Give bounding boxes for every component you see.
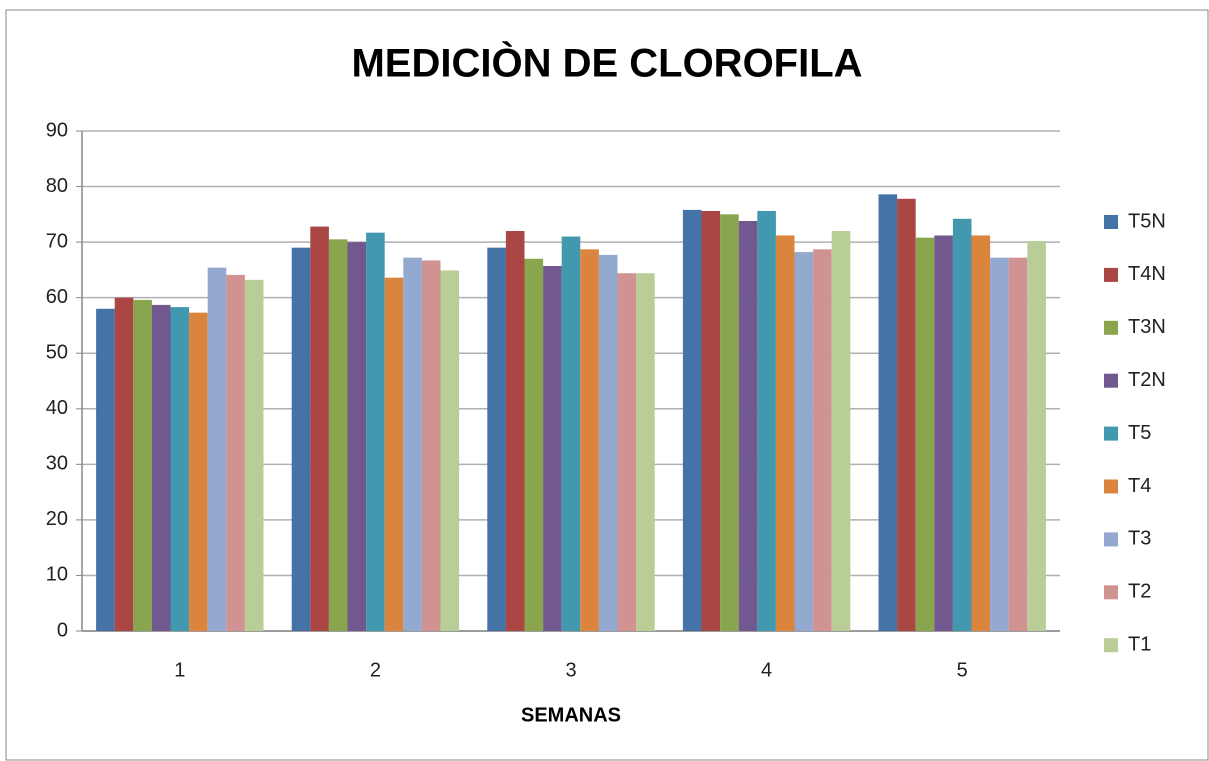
bar — [561, 236, 581, 632]
bar — [291, 247, 311, 631]
bar — [897, 198, 916, 631]
bar — [524, 258, 544, 631]
bar — [720, 214, 739, 632]
legend-swatch — [1104, 320, 1118, 335]
bar — [738, 221, 758, 631]
legend-label: T1 — [1128, 633, 1151, 655]
bar — [421, 260, 441, 631]
bar — [543, 266, 562, 631]
legend-label: T2N — [1128, 369, 1166, 391]
x-tick-label: 5 — [957, 659, 968, 681]
x-axis-label: SEMANAS — [521, 704, 621, 726]
y-tick-label: 90 — [46, 119, 68, 141]
bar — [636, 273, 655, 631]
legend-swatch — [1104, 426, 1118, 441]
legend-swatch — [1104, 267, 1118, 282]
y-tick-label: 60 — [46, 286, 68, 308]
bar — [328, 239, 348, 632]
legend-swatch — [1104, 638, 1118, 653]
legend-label: T3N — [1128, 316, 1166, 338]
bar — [971, 235, 991, 631]
bar — [701, 211, 721, 631]
bar — [813, 249, 832, 632]
y-tick-label: 10 — [46, 564, 68, 586]
bar — [580, 249, 599, 632]
y-tick-label: 20 — [46, 508, 68, 530]
legend-swatch — [1104, 479, 1118, 494]
legend-swatch — [1104, 532, 1118, 547]
y-tick-label: 80 — [46, 175, 68, 197]
bar — [915, 237, 935, 631]
bar — [244, 279, 264, 631]
bar — [775, 235, 795, 631]
bar — [952, 218, 972, 631]
y-tick-label: 50 — [46, 342, 68, 364]
bar — [366, 232, 385, 631]
bar — [617, 273, 637, 631]
legend-swatch — [1104, 373, 1118, 388]
bar — [831, 231, 851, 631]
bar — [384, 277, 404, 631]
bar — [598, 254, 618, 631]
bar — [133, 299, 152, 631]
bar — [189, 312, 208, 631]
bar — [440, 270, 460, 631]
legend-label: T5 — [1128, 422, 1151, 444]
bar — [1008, 257, 1028, 631]
x-tick-label: 4 — [761, 659, 772, 681]
chart-title: MEDICIÒN DE CLOROFILA — [351, 40, 862, 86]
y-tick-label: 40 — [46, 397, 68, 419]
bar — [934, 235, 953, 631]
bar — [682, 209, 702, 631]
bar — [1027, 241, 1046, 631]
bar — [170, 307, 190, 631]
y-tick-label: 30 — [46, 453, 68, 475]
y-tick-label: 70 — [46, 230, 68, 252]
legend-swatch — [1104, 585, 1118, 600]
y-tick-label: 0 — [57, 619, 68, 641]
bar — [990, 257, 1009, 631]
bar — [310, 226, 329, 632]
bar — [757, 211, 776, 631]
legend-swatch — [1104, 215, 1118, 229]
bar — [151, 304, 171, 631]
bar — [403, 257, 422, 631]
bar — [487, 247, 506, 631]
bar — [114, 297, 134, 631]
legend-label: T4N — [1128, 263, 1166, 285]
bar — [96, 308, 115, 631]
legend-label: T4 — [1128, 475, 1151, 497]
bar — [794, 252, 814, 631]
bar — [226, 274, 245, 631]
bar — [505, 231, 525, 631]
bar — [878, 194, 898, 632]
x-tick-label: 1 — [174, 659, 185, 681]
legend-label: T5N — [1128, 210, 1166, 232]
bar — [347, 242, 367, 631]
legend-label: T2 — [1128, 581, 1151, 603]
legend-label: T3 — [1128, 528, 1151, 550]
x-tick-label: 3 — [565, 659, 576, 681]
bar — [207, 267, 227, 631]
x-tick-label: 2 — [370, 659, 381, 681]
